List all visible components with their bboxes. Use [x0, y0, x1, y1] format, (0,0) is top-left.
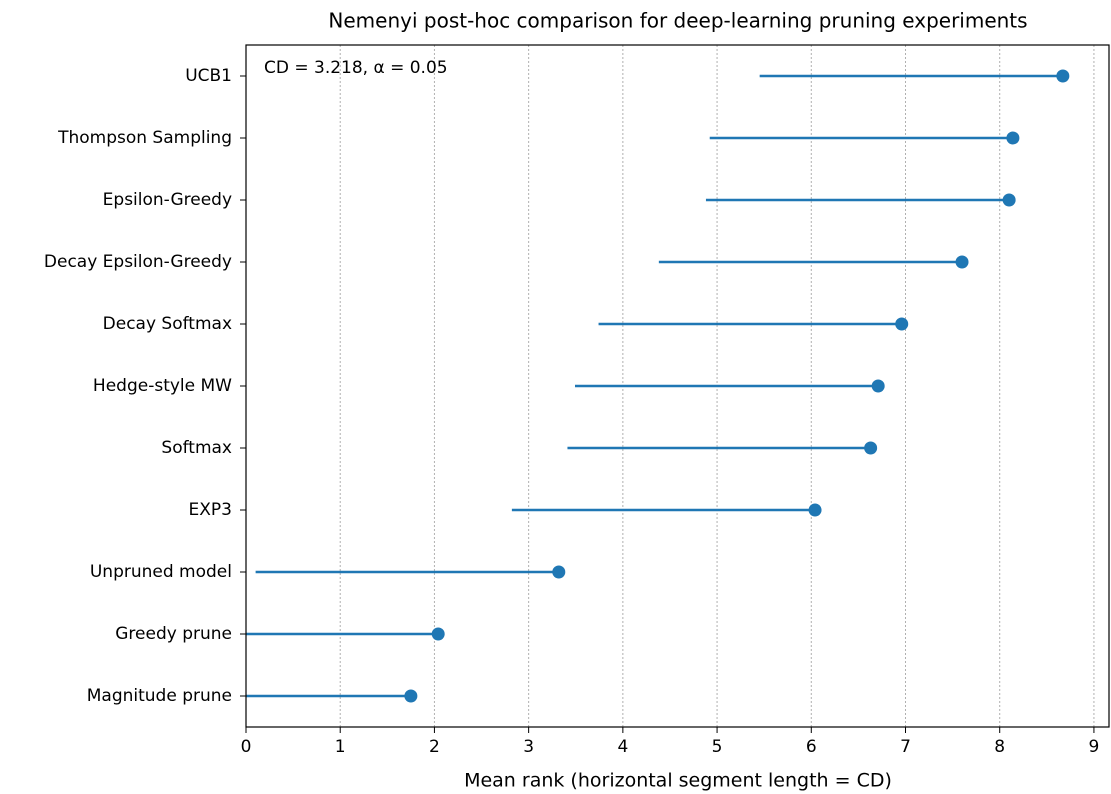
rank-dot — [895, 317, 909, 331]
x-axis-label: Mean rank (horizontal segment length = C… — [464, 770, 892, 792]
y-tick-label: Softmax — [161, 438, 232, 458]
rank-dot — [864, 441, 878, 455]
y-tick-label: Hedge-style MW — [93, 376, 232, 396]
y-tick-label: Decay Softmax — [103, 314, 232, 334]
x-tick-label: 1 — [335, 737, 346, 757]
y-tick-label: Epsilon-Greedy — [103, 190, 232, 210]
x-tick-label: 8 — [994, 737, 1005, 757]
x-tick-label: 2 — [429, 737, 440, 757]
rank-dot — [955, 255, 969, 269]
y-tick-label: Magnitude prune — [87, 686, 232, 706]
x-tick-label: 7 — [900, 737, 911, 757]
rank-dot — [404, 689, 418, 703]
y-tick-label: Decay Epsilon-Greedy — [44, 252, 232, 272]
y-tick-label: Unpruned model — [90, 562, 232, 582]
y-tick-label: Thompson Sampling — [57, 128, 232, 148]
x-tick-label: 4 — [617, 737, 628, 757]
chart-title: Nemenyi post-hoc comparison for deep-lea… — [328, 9, 1027, 33]
x-tick-label: 0 — [241, 737, 252, 757]
rank-dot — [1006, 131, 1020, 145]
annotation: CD = 3.218, α = 0.05 — [264, 58, 448, 78]
x-tick-label: 6 — [806, 737, 817, 757]
rank-dot — [1002, 193, 1016, 207]
rank-dot — [1056, 69, 1070, 83]
y-tick-label: UCB1 — [185, 66, 232, 86]
x-tick-label: 5 — [712, 737, 723, 757]
y-tick-label: Greedy prune — [115, 624, 232, 644]
y-tick-label: EXP3 — [189, 500, 232, 520]
rank-dot — [431, 627, 445, 641]
rank-dot — [552, 565, 566, 579]
marks — [246, 69, 1070, 703]
rank-dot — [871, 379, 885, 393]
x-tick-label: 9 — [1089, 737, 1100, 757]
x-tick-label: 3 — [523, 737, 534, 757]
rank-dot — [808, 503, 822, 517]
